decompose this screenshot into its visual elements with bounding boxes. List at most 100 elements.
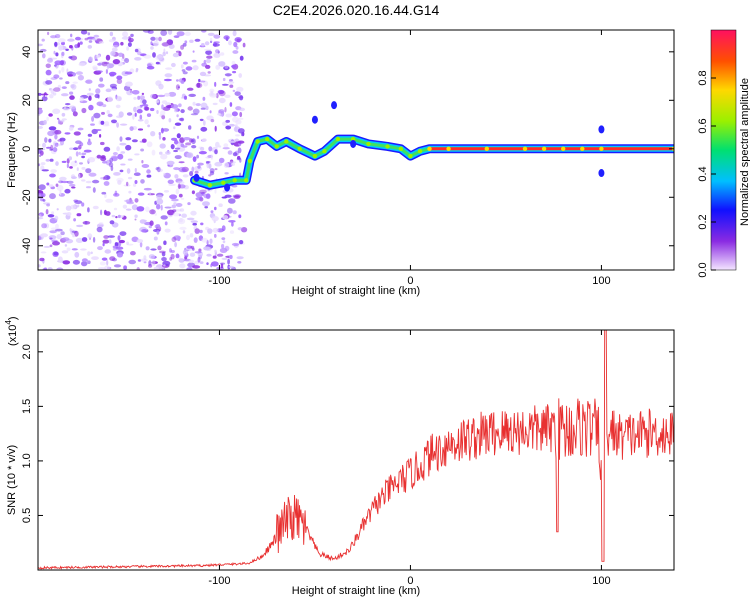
noise-blob (209, 110, 212, 114)
noise-blob (165, 151, 171, 155)
noise-blob (127, 243, 134, 246)
noise-blob (218, 109, 225, 114)
noise-blob (161, 104, 164, 110)
noise-blob (42, 142, 46, 148)
noise-blob (182, 71, 188, 75)
noise-blob (111, 47, 118, 52)
noise-blob (100, 209, 103, 216)
noise-blob (163, 264, 166, 267)
noise-blob (45, 146, 52, 149)
noise-blob (163, 78, 172, 82)
noise-blob (140, 179, 145, 184)
noise-blob (67, 74, 73, 77)
noise-blob (128, 176, 133, 180)
noise-blob (212, 227, 219, 233)
noise-blob (88, 172, 97, 177)
noise-blob (132, 114, 135, 120)
noise-blob (50, 227, 58, 230)
noise-blob (218, 97, 226, 104)
noise-blob (41, 223, 47, 229)
noise-blob (160, 215, 168, 220)
noise-blob (165, 67, 173, 70)
noise-blob (186, 234, 190, 241)
noise-blob (41, 193, 46, 198)
noise-blob (134, 57, 142, 61)
noise-blob (55, 52, 59, 57)
noise-blob (231, 242, 240, 246)
noise-blob (143, 54, 152, 59)
noise-blob (92, 205, 99, 210)
noise-blob (168, 44, 175, 49)
noise-blob (77, 42, 81, 48)
noise-blob (38, 264, 41, 268)
noise-blob (129, 126, 134, 131)
noise-blob (67, 38, 75, 42)
noise-blob (40, 93, 49, 96)
noise-blob (158, 134, 162, 140)
noise-blob (73, 218, 76, 222)
noise-blob (128, 190, 132, 194)
noise-blob (217, 89, 225, 95)
noise-blob (183, 137, 191, 141)
noise-blob (207, 228, 213, 234)
noise-blob (54, 41, 58, 47)
noise-blob (87, 260, 91, 265)
noise-blob (173, 35, 180, 38)
noise-blob (218, 61, 226, 67)
noise-blob (135, 70, 138, 73)
noise-blob (178, 161, 185, 164)
noise-blob (72, 259, 80, 265)
noise-blob (171, 198, 179, 202)
noise-blob (228, 265, 234, 269)
noise-blob (77, 127, 84, 131)
noise-blob (193, 237, 198, 243)
noise-blob (64, 244, 68, 247)
noise-blob (231, 162, 235, 166)
noise-blob (114, 242, 119, 247)
noise-blob (234, 125, 237, 131)
colorbar-tick-label: 0.4 (697, 166, 709, 181)
noise-blob (237, 227, 243, 231)
noise-blob (161, 267, 165, 270)
noise-blob (236, 38, 241, 43)
noise-blob (133, 97, 137, 100)
noise-blob (118, 111, 124, 118)
noise-blob (38, 235, 42, 241)
noise-blob (168, 118, 172, 123)
noise-blob (239, 55, 244, 61)
colorbar-tick-label: 0.0 (697, 262, 709, 277)
noise-blob (115, 95, 122, 102)
noise-blob (71, 186, 76, 189)
noise-blob (84, 220, 88, 225)
noise-blob (61, 66, 65, 73)
noise-blob (101, 111, 105, 115)
noise-blob (236, 256, 244, 260)
noise-blob (176, 31, 185, 37)
noise-blob (215, 64, 221, 70)
noise-blob (140, 258, 148, 262)
noise-blob (79, 96, 84, 102)
noise-blob (110, 88, 118, 91)
noise-blob (197, 162, 204, 166)
noise-blob (136, 206, 145, 212)
noise-blob (184, 40, 188, 44)
noise-blob (68, 105, 76, 110)
top-y-tick-label: 0 (21, 146, 33, 152)
noise-blob (147, 193, 155, 196)
noise-blob (86, 92, 94, 96)
noise-blob (61, 93, 69, 97)
noise-blob (75, 71, 83, 75)
noise-blob (134, 48, 139, 53)
noise-blob (137, 259, 142, 262)
noise-blob (137, 51, 142, 56)
noise-blob (214, 233, 217, 238)
noise-blob (239, 158, 242, 163)
noise-blob (108, 39, 116, 43)
noise-blob (126, 46, 129, 51)
noise-blob (141, 138, 147, 143)
noise-blob (169, 248, 172, 253)
noise-blob (105, 69, 108, 74)
noise-blob (112, 59, 120, 65)
top-x-tick-label: -100 (208, 275, 230, 287)
noise-blob (157, 168, 163, 173)
